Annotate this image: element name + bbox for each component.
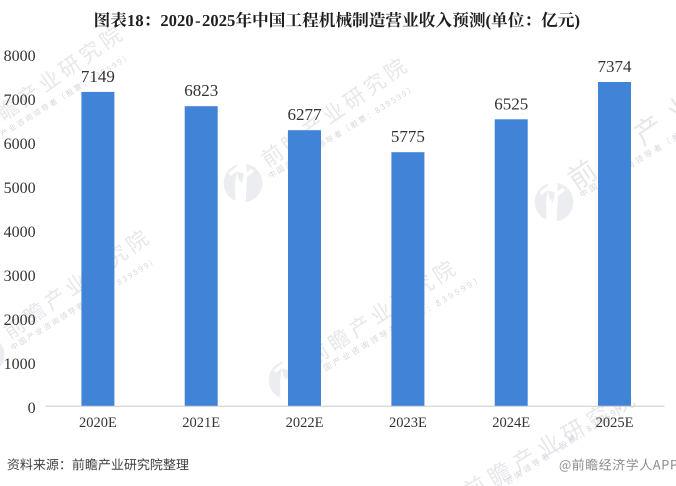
svg-text:5000: 5000	[4, 180, 36, 197]
svg-text:2023E: 2023E	[389, 415, 427, 431]
svg-text:2022E: 2022E	[286, 415, 324, 431]
svg-text:2021E: 2021E	[182, 415, 220, 431]
svg-text:7374: 7374	[598, 57, 633, 76]
svg-text:2025E: 2025E	[596, 415, 634, 431]
svg-text:8000: 8000	[4, 48, 36, 65]
svg-text:6277: 6277	[288, 105, 323, 124]
svg-text:6525: 6525	[494, 94, 528, 113]
svg-text:7000: 7000	[4, 92, 36, 109]
svg-text:3000: 3000	[4, 268, 36, 285]
svg-text:7149: 7149	[81, 67, 115, 86]
svg-text:2020E: 2020E	[79, 415, 117, 431]
svg-text:4000: 4000	[4, 224, 36, 241]
svg-text:6823: 6823	[184, 81, 218, 100]
svg-text:0: 0	[28, 400, 36, 417]
svg-text:5775: 5775	[391, 127, 425, 146]
svg-text:6000: 6000	[4, 136, 36, 153]
svg-text:2000: 2000	[4, 312, 36, 329]
svg-text:2024E: 2024E	[492, 415, 530, 431]
svg-text:1000: 1000	[4, 356, 36, 373]
